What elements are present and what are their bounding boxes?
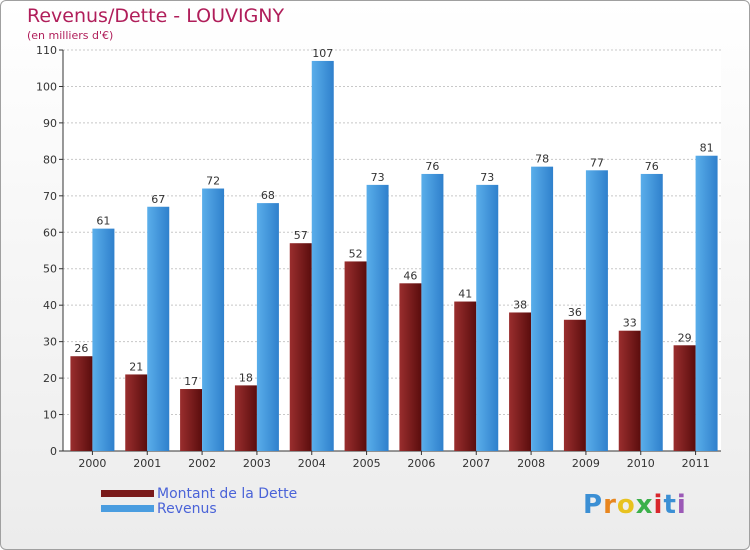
bar-revenus	[202, 188, 225, 451]
logo-letter: P	[583, 490, 604, 520]
y-tick-label: 20	[43, 372, 57, 385]
data-label-revenus: 107	[312, 47, 333, 60]
bar-dette	[399, 283, 422, 451]
logo-letter: o	[616, 490, 636, 520]
bar-revenus	[311, 60, 334, 451]
plot-area	[63, 50, 721, 451]
x-tick-label: 2005	[353, 457, 381, 470]
data-label-revenus: 68	[261, 189, 275, 202]
bar-dette	[289, 243, 312, 451]
y-tick-label: 70	[43, 190, 57, 203]
y-tick-label: 40	[43, 299, 57, 312]
bar-revenus	[476, 184, 499, 451]
x-tick-label: 2008	[517, 457, 545, 470]
data-label-revenus: 76	[645, 160, 659, 173]
data-label-dette: 26	[74, 342, 88, 355]
data-label-revenus: 73	[371, 171, 385, 184]
y-tick-label: 30	[43, 336, 57, 349]
x-tick-label: 2003	[243, 457, 271, 470]
bar-dette	[344, 261, 367, 451]
data-label-dette: 38	[513, 298, 527, 311]
data-label-revenus: 81	[700, 142, 714, 155]
data-label-dette: 33	[623, 317, 637, 330]
logo-letter: i	[676, 490, 687, 520]
y-tick-label: 80	[43, 153, 57, 166]
y-tick-label: 110	[36, 44, 57, 57]
data-label-dette: 52	[349, 247, 363, 260]
data-label-dette: 29	[678, 331, 692, 344]
bar-dette	[673, 345, 696, 451]
legend-swatch-dette	[101, 490, 154, 497]
data-label-dette: 41	[458, 288, 472, 301]
chart-title: Revenus/Dette - LOUVIGNY	[27, 5, 285, 27]
data-label-revenus: 76	[425, 160, 439, 173]
bar-dette	[180, 389, 203, 451]
logo-letter: t	[663, 490, 677, 520]
x-tick-label: 2006	[407, 457, 435, 470]
bar-dette	[454, 301, 477, 451]
data-label-dette: 36	[568, 306, 582, 319]
x-tick-label: 2001	[133, 457, 161, 470]
data-label-revenus: 78	[535, 153, 549, 166]
x-tick-label: 2007	[462, 457, 490, 470]
bar-dette	[563, 319, 586, 451]
bar-dette	[509, 312, 532, 451]
data-label-revenus: 73	[480, 171, 494, 184]
bar-revenus	[366, 184, 389, 451]
data-label-revenus: 72	[206, 175, 220, 188]
bar-dette	[125, 374, 148, 451]
data-label-dette: 18	[239, 371, 253, 384]
bar-revenus	[421, 173, 444, 452]
legend-label-revenus: Revenus	[157, 501, 217, 517]
bar-dette	[70, 356, 93, 451]
bar-revenus	[531, 166, 554, 451]
logo-letter: x	[635, 490, 654, 520]
y-tick-label: 90	[43, 117, 57, 130]
bar-revenus	[585, 170, 608, 452]
legend-label-dette: Montant de la Dette	[157, 486, 298, 502]
data-label-dette: 21	[129, 360, 143, 373]
data-label-dette: 57	[294, 229, 308, 242]
x-tick-label: 2009	[572, 457, 600, 470]
y-tick-label: 100	[36, 80, 57, 93]
bar-revenus	[92, 228, 115, 451]
x-tick-label: 2010	[627, 457, 655, 470]
y-tick-label: 10	[43, 409, 57, 422]
logo-letter: i	[653, 490, 664, 520]
data-label-dette: 17	[184, 375, 198, 388]
x-tick-label: 2004	[298, 457, 326, 470]
y-tick-label: 50	[43, 263, 57, 276]
legend-swatch-revenus	[101, 505, 154, 512]
chart-subtitle: (en milliers d'€)	[27, 29, 114, 42]
bar-dette	[618, 330, 641, 451]
logo-letter: r	[603, 490, 617, 520]
x-tick-label: 2002	[188, 457, 216, 470]
bar-dette	[234, 385, 257, 451]
data-label-revenus: 67	[151, 193, 165, 206]
bar-revenus	[695, 155, 718, 451]
bar-revenus	[256, 203, 279, 451]
x-tick-label: 2000	[78, 457, 106, 470]
data-label-revenus: 61	[96, 215, 110, 228]
proxiti-logo: Proxiti	[583, 490, 687, 520]
data-label-revenus: 77	[590, 156, 604, 169]
data-label-dette: 46	[403, 269, 417, 282]
bar-revenus	[640, 173, 663, 452]
y-tick-label: 0	[50, 445, 57, 458]
x-tick-label: 2011	[682, 457, 710, 470]
y-tick-label: 60	[43, 226, 57, 239]
bar-revenus	[147, 206, 170, 451]
